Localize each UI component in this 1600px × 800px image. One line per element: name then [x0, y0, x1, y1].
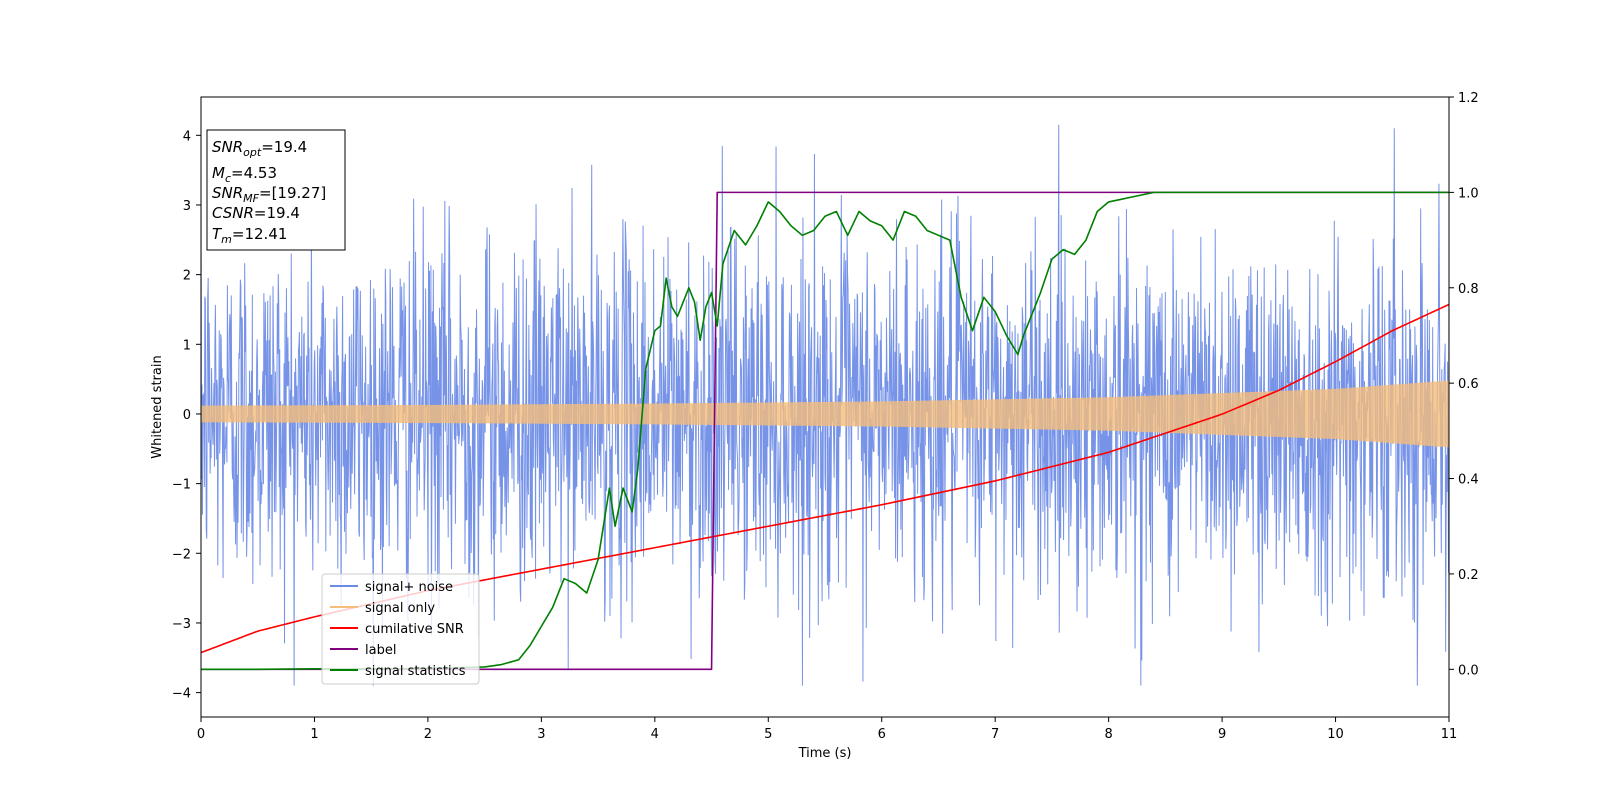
y-left-tick-label: 2 [183, 269, 191, 284]
y-right-tick-label: 1.0 [1458, 186, 1479, 201]
legend-label: signal only [365, 601, 435, 616]
y-axis-label: Whitened strain [150, 355, 165, 458]
x-tick-label: 0 [197, 727, 205, 742]
series-signal-noise [201, 124, 1449, 686]
x-tick-label: 2 [424, 727, 432, 742]
y-left-tick-label: 0 [183, 408, 191, 423]
y-left-tick-label: −3 [172, 617, 191, 632]
legend: signal+ noise signal only cumilative SNR la… [321, 573, 480, 685]
x-tick-label: 1 [310, 727, 318, 742]
series-signal-only [201, 380, 1449, 448]
info-box: SNRopt=19.4 Mc=4.53SNRMF=[19.27]CSNR=19.4… [206, 129, 346, 251]
x-tick-label: 6 [878, 727, 886, 742]
x-tick-label: 8 [1104, 727, 1112, 742]
info-line: Tm=12.41 [212, 225, 287, 246]
y-left-tick-label: 4 [183, 129, 191, 144]
info-line: Mc=4.53 [212, 164, 277, 185]
info-line: SNRMF=[19.27] [212, 184, 326, 205]
y-axis-left: −4 −3 −2 −1 0 1 2 3 4 [172, 129, 201, 702]
y-right-tick-label: 0.6 [1458, 377, 1479, 392]
legend-label: signal+ noise [365, 580, 453, 595]
y-left-tick-label: −1 [172, 478, 191, 493]
x-tick-label: 7 [991, 727, 999, 742]
x-tick-label: 11 [1441, 727, 1458, 742]
plot-frame [200, 96, 1450, 718]
legend-label: signal statistics [365, 664, 466, 679]
legend-label: cumilative SNR [365, 622, 464, 637]
info-line: CSNR=19.4 [212, 204, 300, 222]
y-right-tick-label: 1.2 [1458, 91, 1479, 106]
info-line: SNRopt=19.4 [212, 138, 307, 159]
y-left-tick-label: 3 [183, 199, 191, 214]
y-right-tick-label: 0.0 [1458, 663, 1479, 678]
x-tick-label: 3 [537, 727, 545, 742]
x-axis-label: Time (s) [798, 746, 852, 761]
y-left-tick-label: 1 [183, 338, 191, 353]
info-box-frame [206, 129, 346, 251]
y-right-tick-label: 0.4 [1458, 473, 1479, 488]
y-left-tick-label: −4 [172, 687, 191, 702]
y-axis-right: 0.0 0.2 0.4 0.6 0.8 1.0 1.2 [1449, 91, 1479, 678]
y-left-tick-label: −2 [172, 547, 191, 562]
y-right-tick-label: 0.8 [1458, 282, 1479, 297]
x-axis: 0 1 2 3 4 5 6 7 8 9 10 11 [197, 717, 1457, 742]
series-signal-statistics [201, 191, 1449, 671]
y-right-tick-label: 0.2 [1458, 568, 1479, 583]
x-tick-label: 9 [1218, 727, 1226, 742]
x-tick-label: 5 [764, 727, 772, 742]
legend-frame [321, 573, 480, 685]
x-tick-label: 10 [1327, 727, 1344, 742]
x-tick-label: 4 [651, 727, 659, 742]
legend-label: label [365, 643, 396, 658]
